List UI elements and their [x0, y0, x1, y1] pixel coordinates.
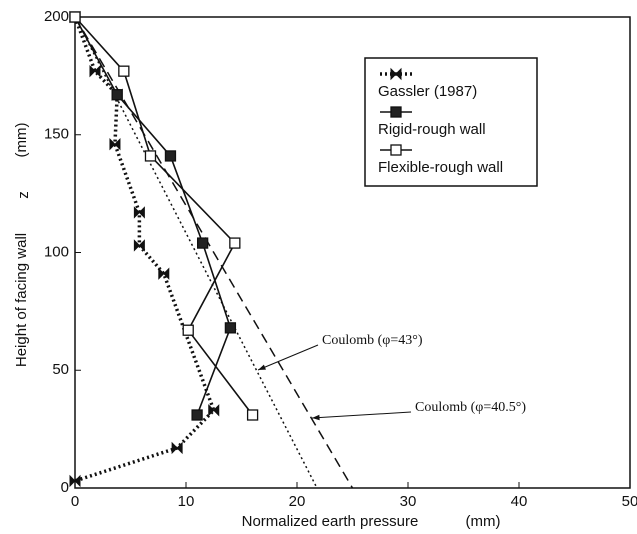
y-axis-unit: (mm): [13, 123, 30, 158]
marker: [246, 409, 259, 421]
marker: [69, 474, 81, 488]
marker: [158, 267, 170, 280]
annotation-arrowhead: [258, 364, 266, 370]
marker: [196, 237, 209, 249]
marker: [118, 65, 130, 77]
x-axis-unit: (mm): [466, 513, 501, 530]
marker: [109, 137, 121, 151]
marker: [89, 64, 101, 78]
x-tick-label: 0: [71, 493, 79, 510]
series-line: [74, 16, 232, 416]
x-tick-label: 30: [400, 493, 417, 510]
marker: [111, 89, 123, 101]
marker: [133, 239, 145, 252]
legend-label: Flexible-rough wall: [378, 159, 503, 176]
annotation: Coulomb (φ=40.5°): [415, 400, 526, 415]
reference-line: [74, 16, 318, 489]
x-tick-label: 40: [511, 493, 528, 510]
annotation: Coulomb (φ=43°): [322, 333, 423, 348]
x-tick-label: 50: [622, 493, 637, 510]
annotation-arrowhead: [312, 414, 320, 421]
legend-box: [364, 57, 538, 187]
legend-marker: [390, 67, 402, 81]
marker: [182, 324, 194, 336]
y-tick-label: 0: [61, 479, 69, 496]
legend-marker: [390, 106, 402, 118]
legend-marker: [390, 144, 402, 156]
y-tick-label: 100: [44, 243, 69, 260]
annotation-arrow: [257, 344, 319, 371]
marker: [224, 322, 237, 334]
y-axis-symbol: z: [15, 191, 32, 199]
marker: [208, 404, 220, 417]
annotation-arrow: [311, 411, 412, 419]
marker: [229, 237, 241, 249]
marker: [164, 150, 177, 162]
marker: [69, 11, 81, 23]
legend-label: Rigid-rough wall: [378, 121, 486, 138]
x-tick-label: 20: [289, 493, 306, 510]
x-tick-label: 10: [178, 493, 195, 510]
series-line: [74, 16, 254, 416]
reference-line: [74, 16, 354, 489]
marker: [171, 441, 183, 455]
y-tick-label: 50: [52, 361, 69, 378]
x-axis-label: Normalized earth pressure: [242, 513, 419, 530]
plot-frame: [74, 16, 631, 489]
marker: [144, 150, 157, 162]
legend-label: Gassler (1987): [378, 83, 477, 100]
y-tick-label: 200: [44, 8, 69, 25]
y-tick-label: 150: [44, 126, 69, 143]
y-axis-label: Height of facing wall: [13, 233, 30, 367]
marker: [191, 409, 203, 421]
marker: [133, 206, 145, 219]
